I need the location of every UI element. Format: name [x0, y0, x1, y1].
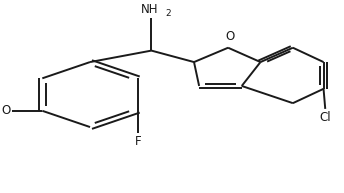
Text: O: O	[2, 104, 11, 117]
Text: F: F	[135, 135, 141, 148]
Text: Cl: Cl	[320, 111, 331, 124]
Text: O: O	[225, 30, 234, 43]
Text: 2: 2	[165, 8, 171, 18]
Text: NH: NH	[141, 3, 159, 16]
